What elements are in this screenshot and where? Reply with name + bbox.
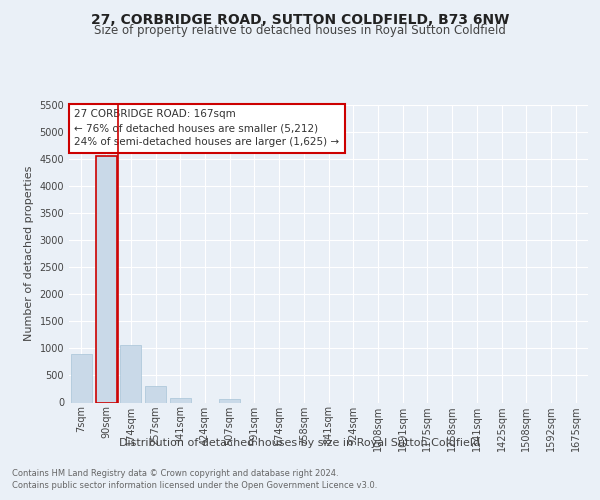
Bar: [170, 398, 191, 402]
Bar: [219, 399, 240, 402]
Bar: [145, 386, 166, 402]
Bar: [95, 156, 116, 402]
Text: Contains public sector information licensed under the Open Government Licence v3: Contains public sector information licen…: [12, 481, 377, 490]
Text: Contains HM Land Registry data © Crown copyright and database right 2024.: Contains HM Land Registry data © Crown c…: [12, 469, 338, 478]
Text: Size of property relative to detached houses in Royal Sutton Coldfield: Size of property relative to detached ho…: [94, 24, 506, 37]
Text: 27, CORBRIDGE ROAD, SUTTON COLDFIELD, B73 6NW: 27, CORBRIDGE ROAD, SUTTON COLDFIELD, B7…: [91, 12, 509, 26]
Bar: [120, 345, 141, 403]
Text: Distribution of detached houses by size in Royal Sutton Coldfield: Distribution of detached houses by size …: [119, 438, 481, 448]
Text: 27 CORBRIDGE ROAD: 167sqm
← 76% of detached houses are smaller (5,212)
24% of se: 27 CORBRIDGE ROAD: 167sqm ← 76% of detac…: [74, 110, 340, 148]
Bar: [71, 354, 92, 403]
Y-axis label: Number of detached properties: Number of detached properties: [24, 166, 34, 342]
